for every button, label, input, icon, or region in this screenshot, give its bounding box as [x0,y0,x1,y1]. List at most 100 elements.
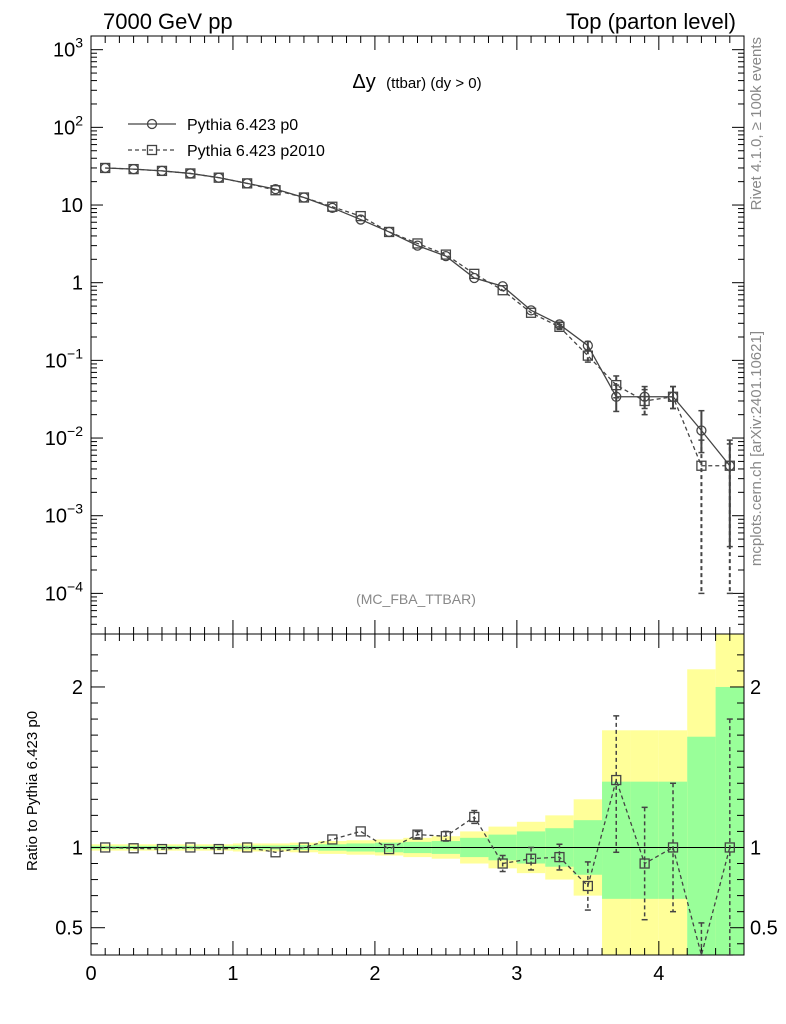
main-y-tick-label-base: 10 [45,428,67,450]
ratio-point-square [213,843,224,855]
legend-label-p0: Pythia 6.423 p0 [187,117,298,134]
main-y-tick-label: 10−4 [45,578,83,605]
data-point-square [156,165,168,177]
main-y-tick-label: 10−2 [45,423,83,450]
main-y-tick-label-base: 10 [45,350,67,372]
main-title: Δy (ttbar) (dy > 0) [352,71,481,93]
main-y-tick-label-base: 10 [61,195,83,217]
band-green [602,781,631,899]
main-y-tick-label-base: 10 [53,117,75,139]
data-point-square [128,163,139,175]
data-point-square [554,321,565,333]
main-title-prefix: Δy [352,71,375,93]
ratio-point-square [412,829,423,840]
ratio-y-tick-label: 1 [72,837,83,859]
data-point-square [327,201,338,212]
main-y-tick-label-base: 10 [45,583,67,605]
data-point-square [213,172,224,183]
main-y-tick-label-exp: −3 [67,501,83,517]
main-y-tick-label-base: 1 [72,273,83,295]
main-y-tick-label: 103 [53,35,83,62]
data-point-square [667,391,679,402]
ratio-point-square [440,831,452,842]
header-right: Top (parton level) [566,9,736,34]
data-point-square [611,379,622,391]
legend: Pythia 6.423 p0 Pythia 6.423 p2010 [128,117,325,160]
ratio-y-tick-label-right: 2 [750,677,761,699]
data-point-square [525,307,537,318]
ratio-point-square [270,847,281,858]
main-title-suffix: (ttbar) (dy > 0) [386,75,481,92]
data-point-square [412,238,423,249]
main-y-tick-label-exp: −4 [67,578,83,594]
ratio-point-square [554,851,565,863]
series-line-0 [105,167,731,467]
legend-marker-p2010 [146,144,158,156]
data-point-square [639,395,650,407]
header-left: 7000 GeV pp [103,9,233,34]
main-y-tick-label-base: 10 [45,506,67,528]
main-y-tick-label-exp: 3 [75,35,83,51]
x-tick-label: 3 [511,963,522,985]
mcplots-label: mcplots.cern.ch [arXiv:2401.10621] [748,331,765,566]
data-point-square [582,350,593,361]
data-point-square [724,460,735,471]
ratio-y-tick-label: 2 [72,677,83,699]
series-layer [100,162,735,958]
data-point-square [355,210,366,222]
ratio-point-square [611,774,622,786]
ratio-point-square [383,843,395,855]
ratio-point-square [327,834,338,845]
data-point-square [497,285,508,296]
data-point-circle [696,425,707,436]
ratio-point-square [497,858,508,869]
ratio-point-square [100,842,111,853]
data-point-square [100,162,111,174]
ratio-point-square [156,843,168,855]
data-point-square [185,168,196,179]
data-point-square [440,249,452,260]
legend-label-p2010: Pythia 6.423 p2010 [187,143,325,160]
main-y-tick-label-base: 10 [53,40,75,62]
ratio-point-square [667,842,679,853]
data-point-square [696,460,707,471]
ratio-point-square [469,811,480,823]
main-y-tick-label: 10−1 [45,345,83,372]
main-y-tick-label-exp: −2 [67,423,83,439]
main-y-tick-label: 1 [72,273,83,295]
main-y-tick-label: 10−3 [45,501,83,528]
ratio-bands [91,634,744,955]
ratio-point-square [525,853,537,864]
analysis-id: (MC_FBA_TTBAR) [356,591,476,607]
ratio-y-tick-label-right: 0.5 [750,918,778,940]
x-tick-label: 0 [85,963,96,985]
x-tick-label: 2 [369,963,380,985]
ratio-point-square [724,842,735,853]
ratio-point-square [185,842,196,853]
data-point-square [270,185,281,196]
data-point-square [242,178,253,189]
ratio-point-square [582,880,593,892]
ratio-point-square [242,842,253,853]
main-y-tick-label-exp: 2 [75,112,83,128]
legend-marker-p0 [146,118,158,130]
series-line-1 [105,167,730,467]
data-point-square [298,192,310,203]
main-y-tick-label-exp: −1 [67,345,83,361]
ratio-point-square [298,842,310,853]
main-y-tick-label: 10 [61,195,83,217]
ratio-y-tick-label-right: 1 [750,837,761,859]
ratio-point-square [639,858,650,869]
x-tick-label: 1 [227,963,238,985]
axis-ticks [90,36,745,955]
rivet-label: Rivet 4.1.0, ≥ 100k events [748,37,765,210]
ratio-point-square [128,843,139,854]
ratio-point-square [355,826,366,837]
ratio-y-tick-label: 0.5 [55,918,83,940]
data-point-square [383,226,395,238]
main-y-tick-label: 102 [53,112,83,139]
x-tick-label: 4 [653,963,664,985]
ratio-ylabel: Ratio to Pythia 6.423 p0 [24,711,41,871]
data-point-square [469,268,480,279]
